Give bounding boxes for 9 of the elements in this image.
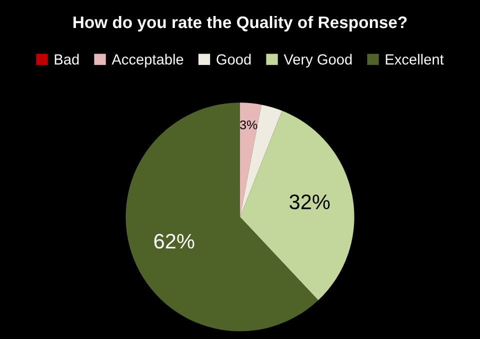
data-label: 62% <box>154 234 194 249</box>
data-label: 3% <box>240 120 258 130</box>
legend-label: Very Good <box>284 54 352 68</box>
legend-label: Acceptable <box>112 54 184 68</box>
legend-label: Bad <box>54 54 79 65</box>
data-label: 32% <box>290 194 330 210</box>
legend-label: Good <box>216 54 251 65</box>
legend-label: Excellent <box>386 54 444 65</box>
chart-title: How do you rate the Quality of Response? <box>74 16 407 32</box>
